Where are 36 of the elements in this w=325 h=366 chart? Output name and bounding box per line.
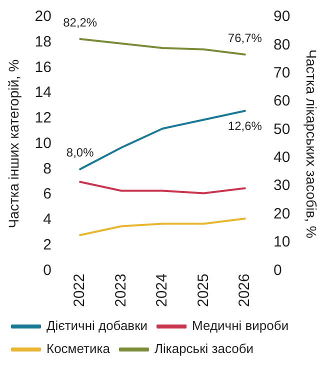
y-tick-label: 2: [43, 236, 52, 254]
y-tick-label: 0: [43, 262, 52, 279]
x-tick-label: 2023: [112, 274, 130, 308]
data-label: 12,6%: [228, 119, 262, 134]
y2-tick-label: 80: [274, 36, 290, 54]
y2-tick-label: 50: [274, 120, 290, 138]
y-tick-label: 16: [34, 58, 52, 76]
y-tick-label: 6: [43, 186, 52, 203]
y2-tick-label: 20: [274, 205, 290, 222]
y2-tick-label: 90: [274, 8, 290, 26]
data-label: 8,0%: [66, 145, 94, 160]
y-tick-label: 14: [34, 84, 52, 102]
legend-label: Косметика: [46, 341, 111, 356]
legend-label: Дієтичні добавки: [46, 318, 148, 334]
y2-tick-label: 30: [274, 177, 290, 194]
y-tick-label: 20: [34, 8, 52, 26]
y-tick-label: 10: [34, 134, 52, 152]
y2-tick-label: 10: [274, 234, 290, 251]
legend-label: Медичні вироби: [192, 318, 289, 334]
y2-tick-label: 40: [274, 149, 290, 166]
x-tick-label: 2024: [154, 274, 171, 308]
x-tick-label: 2022: [71, 274, 88, 308]
y-tick-label: 8: [43, 160, 52, 178]
y2-axis-title: Частка лікарських засобів, %: [304, 49, 320, 238]
y-tick-label: 12: [34, 110, 52, 127]
legend-label: Лікарські засоби: [154, 341, 254, 356]
data-label: 82,2%: [63, 15, 98, 30]
y2-tick-label: 0: [274, 262, 282, 279]
y2-tick-label: 60: [274, 92, 290, 110]
data-label: 76,7%: [228, 30, 262, 45]
y2-tick-label: 70: [274, 64, 290, 82]
x-tick-label: 2025: [194, 274, 212, 308]
y-tick-label: 18: [34, 34, 52, 51]
y-axis-title: Частка інших категорій, %: [5, 59, 22, 228]
x-tick-label: 2026: [236, 274, 254, 308]
y-tick-label: 4: [43, 211, 52, 228]
